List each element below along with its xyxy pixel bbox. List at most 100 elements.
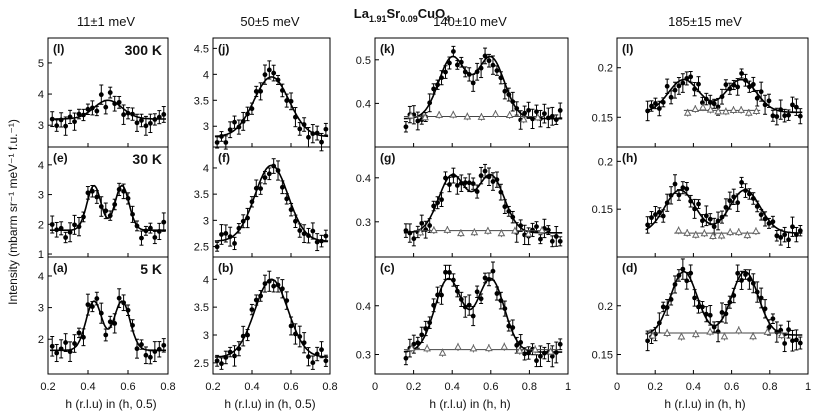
data-point [49,222,55,227]
panel-label: (h) [622,151,637,165]
data-point [530,116,535,122]
data-point [482,168,488,174]
data-point [63,123,69,129]
data-point [314,239,320,245]
data-point [103,332,109,338]
data-point [656,209,662,215]
data-point [219,232,224,237]
data-point [451,277,456,283]
data-point [107,213,113,219]
background-point [737,105,745,113]
background-point [500,342,509,350]
background-point [519,115,528,123]
data-point [498,189,504,195]
data-point [538,236,543,242]
data-point [431,302,437,308]
data-point [72,119,77,125]
data-point [660,304,666,310]
data-point [696,201,701,207]
data-point [743,272,748,277]
data-point [462,180,468,186]
data-point [288,323,294,329]
background-point [706,105,715,113]
data-point [262,72,268,78]
background-point [663,328,671,336]
data-point [707,216,713,222]
data-point [553,117,559,123]
data-point [67,229,73,235]
data-point [700,218,705,224]
data-point [664,83,670,89]
y-tick-label: 0.3 [356,350,371,362]
data-point [750,82,756,87]
data-point [249,199,255,205]
x-tick-label: 0.2 [205,381,220,393]
data-point [443,269,448,275]
y-tick-label: 0.15 [592,112,613,124]
data-point [645,338,651,344]
data-point [152,117,158,122]
data-point [454,288,460,294]
data-point [147,225,153,231]
data-point [319,238,324,244]
data-point [451,173,456,178]
data-point [782,232,788,238]
y-tick-label: 3 [203,121,209,133]
data-point [747,84,752,90]
data-point [134,346,140,352]
data-point [649,103,654,109]
data-point [439,75,444,81]
data-point [782,341,788,346]
data-point [490,268,496,274]
panel-k: 0.4 0.5 (k) [356,37,569,148]
data-point [711,324,717,330]
data-point [542,350,547,356]
x-tick-label: 0.6 [283,381,298,393]
background-point [699,103,707,111]
data-point [506,323,512,329]
panel-h: 0.15 0.2 (h) [592,146,809,258]
data-point [447,270,452,275]
fit-curve [645,78,803,114]
data-point [134,120,140,126]
data-point [762,216,768,222]
data-point [692,206,697,212]
data-point [790,102,795,108]
data-point [130,211,135,217]
data-point [279,88,285,93]
data-point [403,355,409,361]
background-point [438,348,447,356]
data-point [490,62,496,68]
data-point [245,215,250,221]
data-point [770,113,776,119]
y-tick-label: 3 [38,303,44,315]
background-point [457,229,465,237]
data-point [297,228,303,233]
background-point [714,107,723,115]
data-point [700,304,705,310]
data-point [63,340,69,345]
data-point [403,124,409,130]
data-point [310,228,316,234]
data-point [116,295,122,301]
background-point [734,228,743,236]
background-point [777,331,786,339]
data-point [786,327,791,333]
data-point [707,100,713,105]
data-point [152,235,158,240]
data-point [482,275,488,281]
background-point [485,344,493,352]
data-point [797,113,803,119]
data-point [458,59,464,65]
data-point [266,278,272,284]
data-point [54,227,60,233]
data-point [89,188,95,194]
data-point [121,188,127,194]
chart-title: La1.91Sr0.09CuO4 [354,6,450,24]
data-point [125,307,131,313]
data-point [530,227,535,233]
data-point [486,58,492,64]
data-point [470,313,476,319]
panel-j: 3 3.5 4 4.5 (j) [194,37,331,152]
panel-label: (j) [218,42,229,56]
